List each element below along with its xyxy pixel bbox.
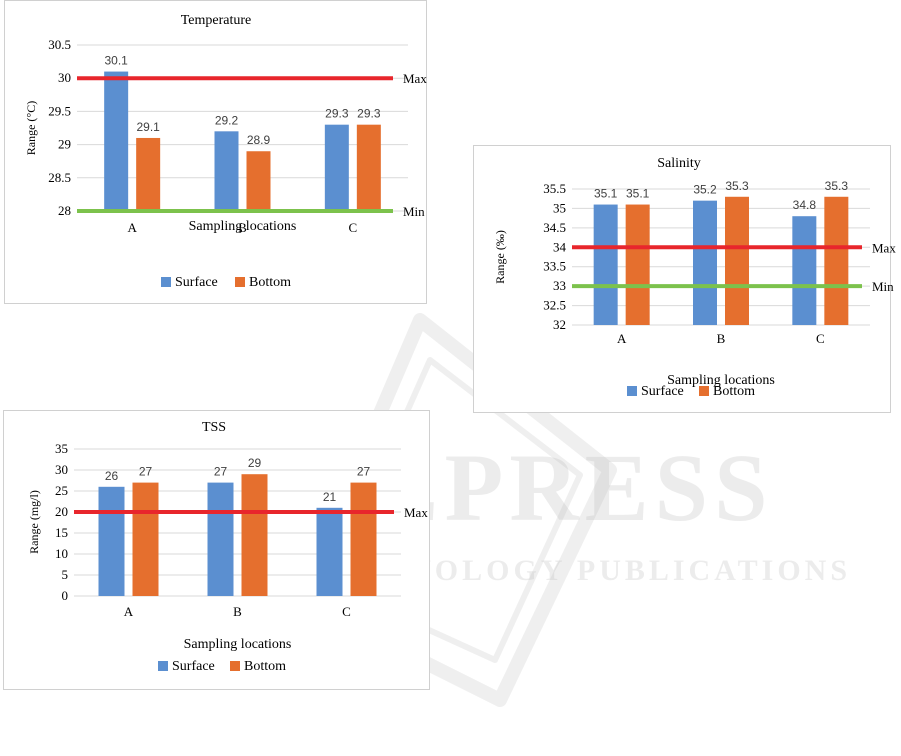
data-label: 29.1 xyxy=(136,120,160,134)
bottom-legend-swatch xyxy=(230,661,240,671)
data-label: 35.1 xyxy=(626,187,650,201)
category-label: C xyxy=(816,331,825,346)
category-label: C xyxy=(342,604,351,619)
y-axis-label: Range (‰) xyxy=(493,230,507,284)
bottom-bar-a xyxy=(132,482,159,596)
category-label: C xyxy=(348,220,357,235)
y-tick-label: 34.5 xyxy=(543,220,566,235)
data-label: 29.2 xyxy=(215,113,239,127)
y-axis-label: Range (mg/l) xyxy=(27,490,41,554)
y-axis-label: Range (°C) xyxy=(24,101,38,155)
y-tick-label: 5 xyxy=(62,567,69,582)
surface-legend-label: Surface xyxy=(175,275,218,290)
data-label: 29.3 xyxy=(325,107,349,121)
y-tick-label: 35.5 xyxy=(543,181,566,196)
salinity-chart-panel: Salinity 32 32.5 33 33.5 34 34.5 35 35.5 35.1 35.1… xyxy=(473,145,896,413)
surface-bar-c xyxy=(316,507,343,596)
y-tick-label: 35 xyxy=(55,441,68,456)
y-tick-label: 35 xyxy=(553,200,566,215)
y-tick-label: 30.5 xyxy=(48,37,71,52)
chart-title: TSS xyxy=(202,420,226,435)
data-label: 28.9 xyxy=(247,133,271,147)
y-tick-label: 34 xyxy=(553,239,567,254)
data-label: 29.3 xyxy=(357,107,381,121)
y-tick-label: 28.5 xyxy=(48,170,71,185)
reference-label-min: Min xyxy=(872,279,894,294)
bottom-legend-label: Bottom xyxy=(713,384,755,399)
data-label: 26 xyxy=(105,469,119,483)
data-label: 35.3 xyxy=(825,179,849,193)
data-label: 35.2 xyxy=(693,183,717,197)
tss-chart-panel: TSS 0 5 10 15 20 25 30 35 26 27 A 27 29 B 21 27 C Max Sampl… xyxy=(3,410,430,690)
surface-bar-b xyxy=(693,200,717,325)
data-label: 21 xyxy=(323,490,337,504)
y-tick-label: 29 xyxy=(58,137,71,152)
bottom-legend-swatch xyxy=(699,386,709,396)
chart-title: Salinity xyxy=(657,156,701,171)
surface-legend-swatch xyxy=(158,661,168,671)
y-tick-label: 32.5 xyxy=(543,298,566,313)
x-axis-label: Sampling locations xyxy=(667,373,775,388)
bottom-bar-b xyxy=(241,474,268,596)
y-tick-label: 30 xyxy=(55,462,68,477)
data-label: 29 xyxy=(248,456,262,470)
tss-chart: TSS 0 5 10 15 20 25 30 35 26 27 A 27 29 B 21 27 C Max Sampl… xyxy=(27,420,428,674)
y-tick-label: 32 xyxy=(553,317,566,332)
reference-label-max: Max xyxy=(404,505,428,520)
surface-legend-label: Surface xyxy=(641,384,684,399)
data-label: 35.1 xyxy=(594,187,618,201)
bottom-bar-a xyxy=(136,137,161,211)
y-tick-label: 25 xyxy=(55,483,68,498)
data-label: 27 xyxy=(139,465,153,479)
bottom-bar-c xyxy=(356,124,381,211)
reference-label-max: Max xyxy=(403,71,427,86)
y-tick-label: 15 xyxy=(55,525,68,540)
bottom-legend-label: Bottom xyxy=(244,659,286,674)
y-tick-label: 0 xyxy=(62,588,69,603)
y-tick-label: 30 xyxy=(58,70,71,85)
y-tick-label: 29.5 xyxy=(48,103,71,118)
chart-title: Temperature xyxy=(181,13,252,28)
surface-legend-label: Surface xyxy=(172,659,215,674)
bottom-bar-a xyxy=(625,204,650,325)
category-label: A xyxy=(617,331,627,346)
data-label: 35.3 xyxy=(725,179,749,193)
salinity-chart: Salinity 32 32.5 33 33.5 34 34.5 35 35.5 35.1 35.1… xyxy=(493,156,896,399)
bottom-bar-c xyxy=(350,482,377,596)
bottom-bar-b xyxy=(725,196,749,325)
surface-bar-b xyxy=(214,131,239,211)
data-label: 27 xyxy=(357,465,371,479)
category-label: B xyxy=(238,220,247,235)
y-tick-label: 20 xyxy=(55,504,68,519)
y-tick-label: 33.5 xyxy=(543,259,566,274)
surface-bar-a xyxy=(104,71,129,211)
category-label: A xyxy=(127,220,137,235)
x-axis-label: Sampling locations xyxy=(184,637,292,652)
y-tick-label: 28 xyxy=(58,203,71,218)
surface-legend-swatch xyxy=(627,386,637,396)
temperature-chart: Temperature 28 28.5 29 29.5 30 30.5 30.1 29.1 A 29… xyxy=(24,13,427,290)
bottom-legend-swatch xyxy=(235,277,245,287)
reference-label-max: Max xyxy=(872,240,896,255)
surface-bar-c xyxy=(792,216,817,325)
surface-legend-swatch xyxy=(161,277,171,287)
bottom-legend-label: Bottom xyxy=(249,275,291,290)
surface-bar-c xyxy=(324,124,349,211)
data-label: 27 xyxy=(214,465,228,479)
category-label: B xyxy=(233,604,242,619)
surface-bar-a xyxy=(98,486,125,596)
reference-label-min: Min xyxy=(403,204,425,219)
surface-bar-a xyxy=(593,204,618,325)
category-label: A xyxy=(124,604,134,619)
bottom-bar-b xyxy=(246,151,271,211)
bottom-bar-c xyxy=(824,196,849,325)
surface-bar-b xyxy=(207,482,234,596)
data-label: 34.8 xyxy=(793,198,817,212)
y-tick-label: 33 xyxy=(553,278,566,293)
x-axis-label: Sampling locations xyxy=(189,219,297,234)
data-label: 30.1 xyxy=(104,54,128,68)
y-tick-label: 10 xyxy=(55,546,68,561)
category-label: B xyxy=(717,331,726,346)
temperature-chart-panel: Temperature 28 28.5 29 29.5 30 30.5 30.1 29.1 A 29… xyxy=(4,0,427,304)
